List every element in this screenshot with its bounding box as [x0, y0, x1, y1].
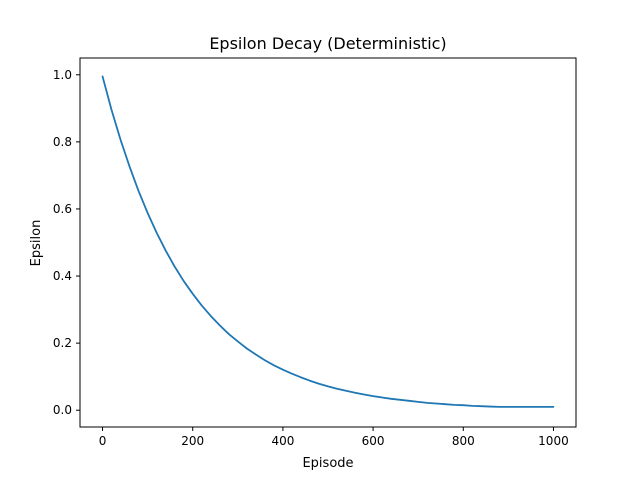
series-line-0: [101, 75, 555, 408]
x-axis-label: Episode: [302, 456, 353, 471]
y-tick-label: 0.4: [53, 269, 72, 283]
y-tick-label: 0.8: [53, 135, 72, 149]
x-tick-label: 600: [362, 434, 385, 448]
y-axis-ticks: 0.0 0.2 0.4 0.6 0.8 1.0: [53, 68, 80, 417]
x-tick-label: 200: [181, 434, 204, 448]
y-tick-label: 0.2: [53, 336, 72, 350]
x-tick-label: 800: [452, 434, 475, 448]
x-tick-label: 0: [99, 434, 107, 448]
x-tick-label: 1000: [538, 434, 569, 448]
plot-frame: [79, 57, 577, 428]
plot-background: [80, 58, 576, 427]
chart-title: Epsilon Decay (Deterministic): [209, 34, 446, 53]
y-axis-label: Epsilon: [29, 220, 44, 267]
x-tick-label: 400: [271, 434, 294, 448]
series-layer: [101, 75, 555, 408]
y-tick-label: 1.0: [53, 68, 72, 82]
y-tick-label: 0.6: [53, 202, 72, 216]
x-axis-ticks: 0 200 400 600 800 1000: [99, 427, 569, 448]
y-tick-label: 0.0: [53, 403, 72, 417]
